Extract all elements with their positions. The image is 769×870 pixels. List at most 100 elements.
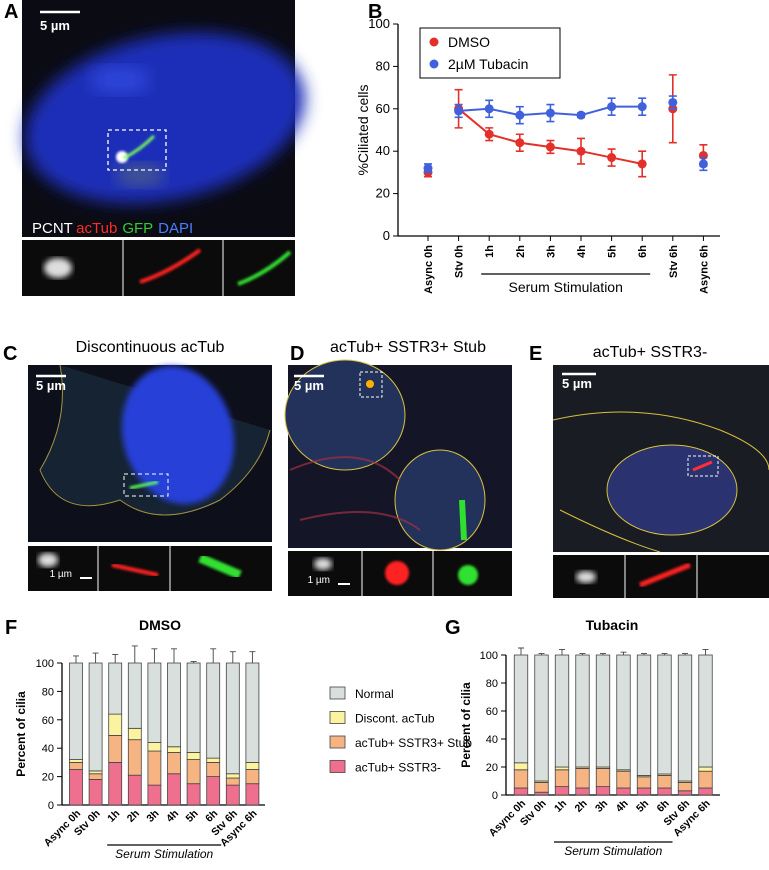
bar-segment [127, 739, 142, 776]
bar-segment [554, 766, 570, 771]
y-axis-label: Percent of cilia [459, 682, 473, 768]
error-bar [112, 654, 119, 663]
bar-segment [636, 654, 652, 776]
data-point [515, 110, 525, 120]
y-tick-label: 40 [486, 734, 498, 746]
bar-segment [698, 766, 713, 772]
panel-c-image [28, 364, 272, 591]
error-bar [210, 648, 217, 663]
bar-segment [575, 768, 590, 789]
legend-label: Normal [355, 687, 394, 701]
bar-segment [575, 787, 590, 796]
bar-segment [206, 776, 221, 806]
y-tick-label: 20 [376, 186, 390, 201]
x-tick-label: Async 6h [698, 245, 710, 294]
error-bar [661, 653, 668, 655]
data-point [484, 104, 494, 114]
bar-segment [616, 654, 631, 771]
y-tick-label: 100 [368, 16, 390, 31]
error-bar [518, 647, 524, 655]
bar-segment [147, 784, 162, 806]
x-tick-label: 1h [484, 245, 496, 258]
bar-segment [245, 769, 260, 785]
bar-segment [108, 662, 123, 715]
y-tick-label: 20 [486, 762, 498, 774]
data-point [607, 102, 617, 112]
y-tick-label: 60 [42, 715, 54, 727]
bar-segment [595, 768, 611, 788]
bar-segment [147, 662, 162, 743]
scale-bar-label: 5 µm [562, 376, 592, 391]
bar-segment [88, 773, 103, 780]
legend-marker [429, 59, 439, 69]
panel-label: C [3, 343, 17, 365]
data-point [515, 138, 525, 148]
bar-segment [595, 786, 611, 796]
scale-bar-label: 5 µm [294, 378, 324, 393]
bar-segment [698, 787, 713, 796]
legend-swatch [329, 760, 346, 773]
stain-label: DAPI [158, 220, 193, 237]
x-tick-label: Async 0h [423, 245, 435, 294]
bar-segment [69, 759, 83, 763]
y-tick-label: 60 [486, 706, 498, 718]
legend-label: acTub+ SSTR3+ Stub [355, 736, 472, 750]
chart-title: DMSO [139, 617, 181, 633]
bar-segment [186, 783, 201, 806]
bar-segment [595, 654, 611, 768]
bar-segment [186, 662, 201, 753]
bar-segment [167, 752, 181, 775]
error-bar [682, 653, 688, 655]
bar-segment [108, 762, 123, 806]
bar-segment [554, 769, 570, 787]
bar-segment [513, 762, 529, 771]
panel-title: acTub+ SSTR3+ Stub [330, 339, 486, 356]
bar-segment [167, 746, 181, 753]
y-tick-label: 0 [383, 228, 390, 243]
bar-segment [147, 742, 162, 752]
y-tick-label: 20 [42, 772, 54, 784]
panel-title: acTub+ SSTR3- [593, 344, 708, 361]
error-bar [702, 648, 709, 655]
bar-segment [88, 662, 103, 772]
error-bar [538, 653, 545, 655]
y-tick-label: 80 [486, 678, 498, 690]
bar-segment [206, 762, 221, 778]
data-point [545, 142, 555, 152]
bar-segment [534, 654, 549, 782]
x-tick-label: 5h [607, 245, 619, 258]
bar-segment [225, 662, 240, 775]
bar-segment [245, 783, 260, 806]
error-bar [249, 651, 256, 663]
bar-segment [513, 654, 529, 764]
bar-segment [69, 769, 83, 806]
bar-segment [677, 790, 693, 796]
data-point [545, 108, 555, 118]
bar-segment [698, 770, 713, 789]
bar-segment [616, 770, 631, 789]
bar-segment [657, 654, 672, 775]
scale-bar-label: 5 µm [40, 18, 70, 33]
data-point [668, 97, 678, 107]
bar-segment [636, 787, 652, 796]
y-tick-label: 60 [376, 101, 390, 116]
error-bar [73, 655, 79, 663]
data-point [637, 102, 647, 112]
panel-label: E [529, 343, 542, 365]
bar-segment [127, 774, 142, 806]
bar-segment [69, 762, 83, 770]
bar-segment [513, 769, 529, 789]
bar-segment [616, 787, 631, 796]
annotation: Serum Stimulation [564, 844, 662, 858]
y-tick-label: 100 [480, 650, 498, 662]
bar-segment [127, 727, 142, 741]
data-point [576, 110, 586, 120]
x-tick-label: 4h [576, 245, 588, 258]
error-bar [559, 648, 565, 655]
bar-segment [88, 770, 103, 775]
data-point [698, 159, 708, 169]
bar-segment [225, 784, 240, 806]
bar-segment [108, 713, 123, 736]
annotation: Serum Stimulation [509, 279, 623, 295]
